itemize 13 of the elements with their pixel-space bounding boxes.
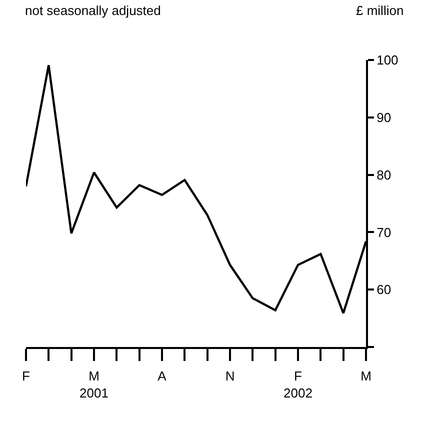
x-tick-label: F — [22, 368, 30, 384]
y-tick-label: 60 — [376, 282, 392, 298]
y-tick-label: 90 — [376, 110, 392, 125]
x-tick-label: A — [158, 368, 167, 384]
y-tick-label: 70 — [376, 224, 392, 240]
y-tick-label: 80 — [376, 167, 392, 182]
x-tick-label: M — [360, 368, 372, 384]
x-tick-label: F 2002 — [284, 368, 312, 400]
x-tick-label: N — [225, 368, 235, 384]
y-axis-title: £ million — [356, 3, 404, 18]
x-tick-label: M 2001 — [80, 368, 108, 400]
chart-subtitle: not seasonally adjusted — [25, 3, 161, 18]
y-tick-label: 100 — [376, 52, 398, 68]
